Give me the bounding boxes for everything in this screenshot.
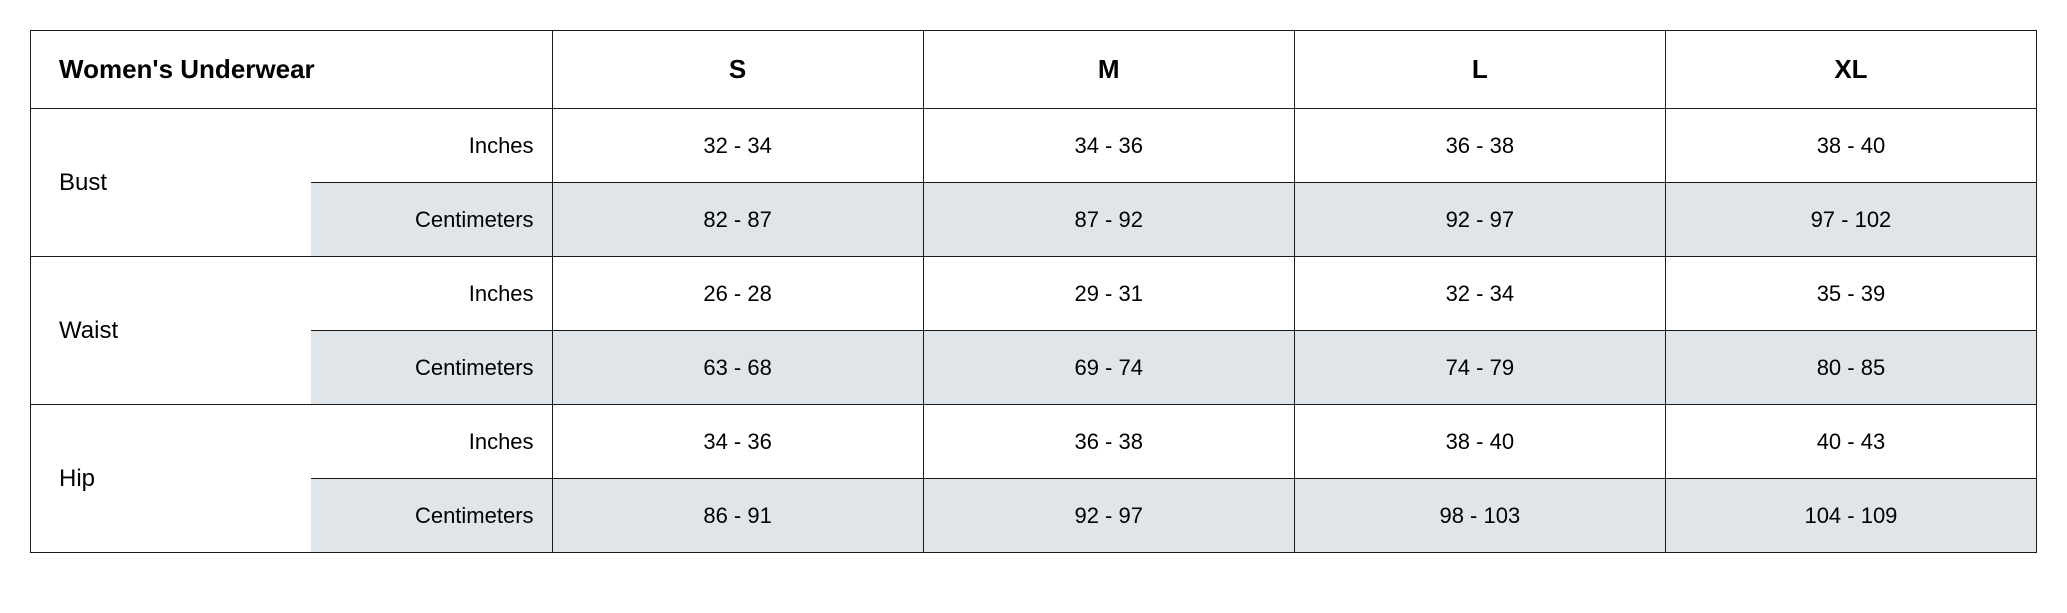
table-row: Centimeters 63 - 68 69 - 74 74 - 79 80 -… [31, 331, 2037, 405]
value-cell: 34 - 36 [552, 405, 923, 479]
value-cell: 92 - 97 [923, 479, 1294, 553]
table-title: Women's Underwear [31, 31, 553, 109]
value-cell: 36 - 38 [1294, 109, 1665, 183]
table-row: Centimeters 82 - 87 87 - 92 92 - 97 97 -… [31, 183, 2037, 257]
value-cell: 82 - 87 [552, 183, 923, 257]
size-header-s: S [552, 31, 923, 109]
value-cell: 38 - 40 [1294, 405, 1665, 479]
value-cell: 87 - 92 [923, 183, 1294, 257]
size-header-xl: XL [1665, 31, 2036, 109]
value-cell: 26 - 28 [552, 257, 923, 331]
measurement-label-hip: Hip [31, 405, 312, 553]
size-header-l: L [1294, 31, 1665, 109]
value-cell: 32 - 34 [1294, 257, 1665, 331]
value-cell: 36 - 38 [923, 405, 1294, 479]
value-cell: 92 - 97 [1294, 183, 1665, 257]
unit-label-inches: Inches [311, 405, 552, 479]
value-cell: 63 - 68 [552, 331, 923, 405]
unit-label-centimeters: Centimeters [311, 183, 552, 257]
value-cell: 69 - 74 [923, 331, 1294, 405]
value-cell: 35 - 39 [1665, 257, 2036, 331]
value-cell: 32 - 34 [552, 109, 923, 183]
value-cell: 29 - 31 [923, 257, 1294, 331]
value-cell: 104 - 109 [1665, 479, 2036, 553]
value-cell: 40 - 43 [1665, 405, 2036, 479]
size-header-m: M [923, 31, 1294, 109]
table-row: Bust Inches 32 - 34 34 - 36 36 - 38 38 -… [31, 109, 2037, 183]
size-chart-table: Women's Underwear S M L XL Bust Inches 3… [30, 30, 2037, 553]
value-cell: 86 - 91 [552, 479, 923, 553]
value-cell: 34 - 36 [923, 109, 1294, 183]
value-cell: 80 - 85 [1665, 331, 2036, 405]
measurement-label-bust: Bust [31, 109, 312, 257]
value-cell: 38 - 40 [1665, 109, 2036, 183]
table-row: Waist Inches 26 - 28 29 - 31 32 - 34 35 … [31, 257, 2037, 331]
value-cell: 97 - 102 [1665, 183, 2036, 257]
table-row: Hip Inches 34 - 36 36 - 38 38 - 40 40 - … [31, 405, 2037, 479]
measurement-label-waist: Waist [31, 257, 312, 405]
header-row: Women's Underwear S M L XL [31, 31, 2037, 109]
unit-label-inches: Inches [311, 257, 552, 331]
unit-label-inches: Inches [311, 109, 552, 183]
value-cell: 98 - 103 [1294, 479, 1665, 553]
unit-label-centimeters: Centimeters [311, 479, 552, 553]
value-cell: 74 - 79 [1294, 331, 1665, 405]
table-row: Centimeters 86 - 91 92 - 97 98 - 103 104… [31, 479, 2037, 553]
unit-label-centimeters: Centimeters [311, 331, 552, 405]
